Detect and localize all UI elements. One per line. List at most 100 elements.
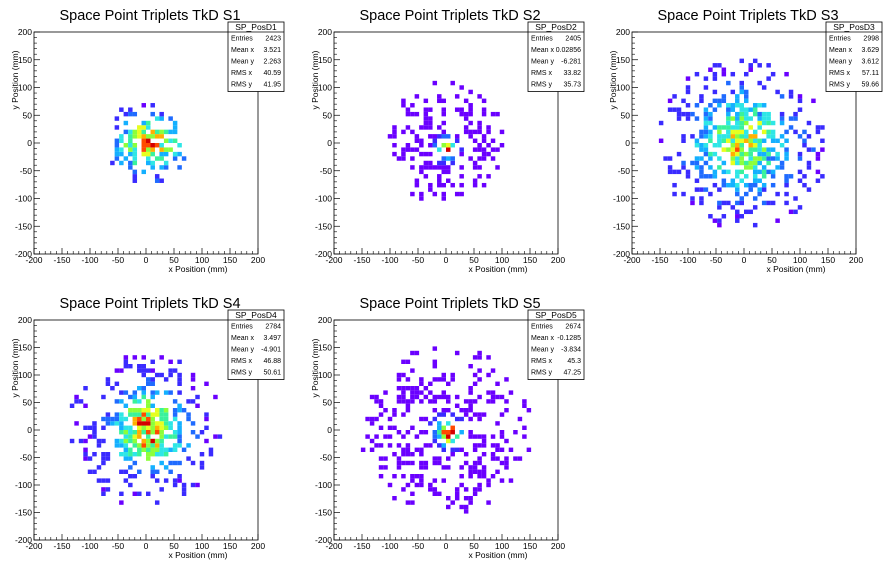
heatmap-cell <box>766 116 771 121</box>
heatmap-cell <box>717 156 722 161</box>
heatmap-cell <box>423 460 429 466</box>
heatmap-cell <box>168 425 173 430</box>
heatmap-cell <box>499 434 505 439</box>
heatmap-cell <box>694 160 700 166</box>
heatmap-cell <box>128 452 133 457</box>
x-tick-label: -100 <box>381 541 398 551</box>
heatmap-cell <box>123 120 129 126</box>
heatmap-cell <box>154 408 160 413</box>
heatmap-cell <box>752 205 758 210</box>
chart-panel-3: Space Point Triplets TkD S3-200 -150 -100-… <box>608 8 883 274</box>
heatmap-cell <box>463 487 469 492</box>
heatmap-cell <box>752 222 758 228</box>
heatmap-cell <box>419 138 424 143</box>
heatmap-cell <box>815 156 821 161</box>
heatmap-cell <box>703 85 709 90</box>
heatmap-cell <box>459 474 464 479</box>
heatmap-cell <box>123 456 129 461</box>
heatmap-cell <box>101 416 106 422</box>
heatmap-cell <box>432 416 438 422</box>
stats-box-title: SP_PosD2 <box>535 22 577 32</box>
heatmap-cell <box>87 456 93 461</box>
heatmap-cell <box>681 191 686 197</box>
heatmap-cell <box>708 151 713 157</box>
heatmap-cell <box>703 111 709 117</box>
heatmap-cell <box>163 377 169 382</box>
heatmap-cell <box>735 120 740 126</box>
heatmap-cell <box>472 447 478 452</box>
heatmap-cell <box>468 403 473 408</box>
heatmap-cell <box>141 447 146 452</box>
heatmap-cell <box>499 143 505 148</box>
heatmap-cell <box>446 147 451 152</box>
heatmap-cell <box>146 138 151 143</box>
y-axis-label: y Position (mm) <box>310 50 320 109</box>
heatmap-cell <box>672 94 677 99</box>
heatmap-cell <box>730 156 736 161</box>
heatmap-cell <box>477 394 482 400</box>
heatmap-cell <box>137 386 142 391</box>
heatmap-cell <box>159 434 164 439</box>
heatmap-cell <box>708 191 713 197</box>
heatmap-cell <box>150 129 155 135</box>
heatmap-cell <box>132 178 138 183</box>
heatmap-cell <box>477 174 482 179</box>
x-tick-label: 200 <box>251 255 265 265</box>
heatmap-cell <box>172 482 178 488</box>
heatmap-cell <box>468 103 473 108</box>
heatmap-cell <box>681 165 686 170</box>
heatmap-cell <box>105 478 111 483</box>
heatmap-cell <box>463 129 469 135</box>
heatmap-cell <box>119 134 124 139</box>
heatmap-cell <box>752 107 758 112</box>
x-tick-label: 0 <box>742 255 747 265</box>
heatmap-cell <box>775 191 780 197</box>
heatmap-cell <box>432 430 438 435</box>
heatmap-cell <box>405 403 411 408</box>
heatmap-cell <box>154 372 160 378</box>
heatmap-cell <box>141 421 146 426</box>
heatmap-cell <box>468 386 473 391</box>
heatmap-cell <box>490 368 496 373</box>
y-tick-label: 0 <box>327 138 332 148</box>
heatmap-cell <box>459 191 464 197</box>
heatmap-cell <box>504 408 509 413</box>
y-tick-label: 100 <box>18 370 32 380</box>
heatmap-cell <box>744 191 749 197</box>
heatmap-cell <box>378 425 384 430</box>
stats-row-value: 2998 <box>863 36 879 43</box>
heatmap-cell <box>766 111 771 117</box>
heatmap-cell <box>477 94 482 99</box>
heatmap-cell <box>132 430 138 435</box>
x-axis-label: x Position (mm) <box>468 550 527 560</box>
x-tick-label: -100 <box>381 255 398 265</box>
heatmap-cell <box>123 434 129 439</box>
heatmap-cell <box>383 434 388 439</box>
heatmap-cell <box>365 416 370 422</box>
heatmap-cell <box>177 434 182 439</box>
heatmap-cell <box>522 399 527 404</box>
heatmap-cell <box>119 151 124 157</box>
heatmap-cell <box>721 169 727 175</box>
heatmap-cell <box>159 372 164 378</box>
heatmap-cell <box>154 178 160 183</box>
heatmap-cell <box>459 165 464 170</box>
heatmap-cell <box>735 116 740 121</box>
stats-row-value: 59.66 <box>861 82 879 89</box>
heatmap-cell <box>432 165 438 170</box>
heatmap-cell <box>132 474 138 479</box>
stats-row-value: -0.1285 <box>557 335 581 342</box>
heatmap-cell <box>694 178 700 183</box>
heatmap-cell <box>708 103 713 108</box>
heatmap-cell <box>775 218 780 223</box>
heatmap-cell <box>744 129 749 135</box>
heatmap-cell <box>694 71 700 77</box>
x-axis: -200 -150 -100 -50 0 50 100 150 200 <box>25 248 265 265</box>
heatmap-cell <box>463 452 469 457</box>
heatmap-cell <box>784 71 789 77</box>
heatmap-cell <box>739 103 744 108</box>
heatmap-cell <box>163 465 169 470</box>
heatmap-cell <box>137 129 142 135</box>
heatmap-cell <box>708 116 713 121</box>
heatmap-cell <box>414 178 420 183</box>
